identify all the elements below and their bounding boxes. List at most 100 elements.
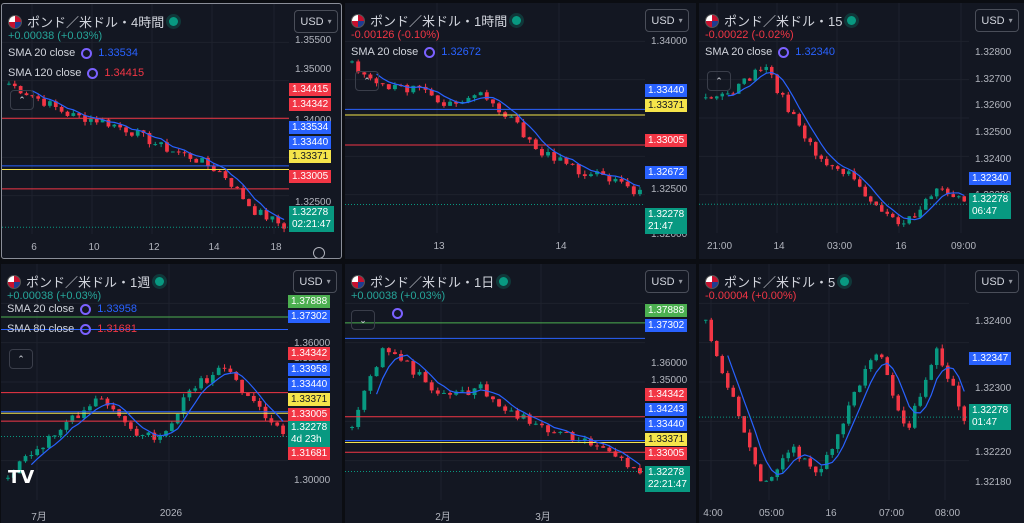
symbol-header[interactable]: ポンド／米ドル・1週 [7, 272, 165, 291]
chart-panel-5[interactable]: ポンド／米ドル・1日 +0.00038 (+0.03%) ⌄ USD ▾ 1.36000 1… [345, 264, 696, 523]
visibility-icon[interactable] [424, 46, 436, 58]
chart-panel-1[interactable]: ポンド／米ドル・4時間 +0.00038 (+0.03%) SMA 20 close… [1, 3, 342, 259]
currency-label: USD [651, 14, 675, 27]
settings-gear-icon[interactable] [313, 247, 325, 258]
sma-legend[interactable]: SMA 80 close 1.31681 [7, 323, 137, 335]
candle-body [11, 473, 16, 478]
sma-line [30, 372, 284, 466]
candle-body [720, 356, 725, 374]
candle-body [753, 69, 758, 81]
visibility-icon[interactable] [87, 67, 99, 79]
last-price-tag: 1.32278 01:47 [969, 404, 1012, 430]
candle-body [129, 132, 134, 136]
chart-panel-3[interactable]: ポンド／米ドル・15 -0.00022 (-0.02%) SMA 20 close 1… [699, 3, 1024, 259]
collapse-legend-button[interactable]: ⌃ [9, 349, 33, 369]
last-price-tag: 1.32278 22:21:47 [645, 466, 690, 492]
candle-body [497, 103, 502, 113]
y-axis-tick: 1.35000 [295, 64, 332, 75]
candle-body [7, 83, 11, 85]
visibility-icon[interactable] [778, 46, 790, 58]
candle-body [429, 89, 434, 96]
candle-body [940, 188, 945, 190]
symbol-header[interactable]: ポンド／米ドル・1日 [351, 272, 509, 291]
currency-select[interactable]: USD ▾ [975, 270, 1019, 293]
candle-body [235, 186, 240, 189]
price-axis-tag: 1.33440 [288, 378, 331, 391]
chart-panel-2[interactable]: ポンド／米ドル・1時間 -0.00126 (-0.10%) SMA 20 close… [345, 3, 696, 259]
candle-body [703, 319, 708, 321]
symbol-header[interactable]: ポンド／米ドル・1時間 [351, 11, 522, 30]
price-chart[interactable] [2, 4, 342, 259]
candle-body [808, 458, 813, 467]
price-chart[interactable] [345, 3, 696, 259]
candle-body [607, 174, 612, 182]
price-chart[interactable] [1, 264, 342, 523]
candle-body [736, 83, 741, 94]
indicator-icon[interactable] [392, 308, 403, 319]
currency-select[interactable]: USD ▾ [294, 10, 338, 33]
candle-body [205, 378, 209, 383]
bar-countdown: 4d 23h [291, 434, 322, 445]
price-chart[interactable] [699, 3, 1024, 259]
price-chart[interactable] [699, 264, 1024, 523]
candle-body [241, 188, 245, 200]
candle-body [100, 119, 105, 123]
candle-body [99, 398, 104, 400]
candle-body [879, 205, 884, 212]
tradingview-logo[interactable]: TV [8, 467, 35, 488]
candle-body [123, 416, 127, 423]
collapse-legend-button[interactable]: ⌃ [355, 71, 379, 91]
candle-body [181, 397, 186, 414]
sma-value: 1.31681 [97, 323, 138, 335]
sma-legend[interactable]: SMA 20 close 1.32672 [351, 46, 481, 58]
currency-select[interactable]: USD ▾ [293, 270, 337, 293]
candle-body [466, 97, 471, 102]
candle-body [448, 392, 453, 395]
candle-body [539, 423, 544, 426]
sma-legend[interactable]: SMA 20 close 1.32340 [705, 46, 835, 58]
chart-panel-4[interactable]: ポンド／米ドル・1週 +0.00038 (+0.03%) SMA 20 close 1… [1, 264, 342, 523]
visibility-icon[interactable] [81, 47, 93, 59]
price-chart[interactable] [345, 264, 696, 523]
candle-body [29, 454, 34, 457]
collapse-legend-button[interactable]: ⌃ [707, 71, 731, 91]
candle-body [786, 452, 791, 459]
currency-select[interactable]: USD ▾ [645, 270, 689, 293]
currency-select[interactable]: USD ▾ [645, 9, 689, 32]
collapse-legend-button[interactable]: ⌃ [10, 90, 34, 110]
chart-panel-6[interactable]: ポンド／米ドル・5 -0.00004 (+0.00%) USD ▾ 1.32400 1.3… [699, 264, 1024, 523]
sma-legend[interactable]: SMA 120 close 1.34415 [8, 67, 144, 79]
candle-body [775, 469, 780, 478]
x-axis-tick: 08:00 [935, 508, 961, 519]
symbol-header[interactable]: ポンド／米ドル・4時間 [8, 12, 179, 31]
last-price-tag: 1.32278 21:47 [645, 208, 688, 234]
price-change: +0.00038 (+0.03%) [351, 290, 446, 302]
price-axis-tag: 1.33371 [289, 150, 332, 163]
x-axis-tick: 14 [773, 241, 785, 252]
candle-body [368, 376, 373, 391]
candle-body [753, 447, 758, 465]
currency-select[interactable]: USD ▾ [975, 9, 1019, 32]
candle-body [802, 125, 807, 139]
candle-body [951, 194, 956, 198]
visibility-icon[interactable] [80, 323, 92, 335]
candle-body [841, 423, 846, 435]
candle-body [570, 163, 575, 165]
sma-legend[interactable]: SMA 20 close 1.33958 [7, 303, 137, 315]
symbol-header[interactable]: ポンド／米ドル・15 [705, 11, 857, 30]
candle-body [65, 111, 70, 116]
candle-body [228, 368, 233, 372]
x-axis-tick: 12 [148, 242, 160, 253]
sma-legend[interactable]: SMA 20 close 1.33534 [8, 47, 138, 59]
candle-body [890, 213, 895, 218]
symbol-header[interactable]: ポンド／米ドル・5 [705, 272, 850, 291]
candle-body [435, 390, 440, 394]
collapse-legend-button[interactable]: ⌄ [351, 310, 375, 330]
candle-body [613, 451, 618, 457]
candle-body [852, 171, 857, 180]
candle-body [918, 396, 923, 406]
visibility-icon[interactable] [80, 303, 92, 315]
market-open-icon [155, 277, 165, 286]
candle-body [251, 395, 256, 402]
chevron-down-icon: ▾ [678, 277, 683, 286]
